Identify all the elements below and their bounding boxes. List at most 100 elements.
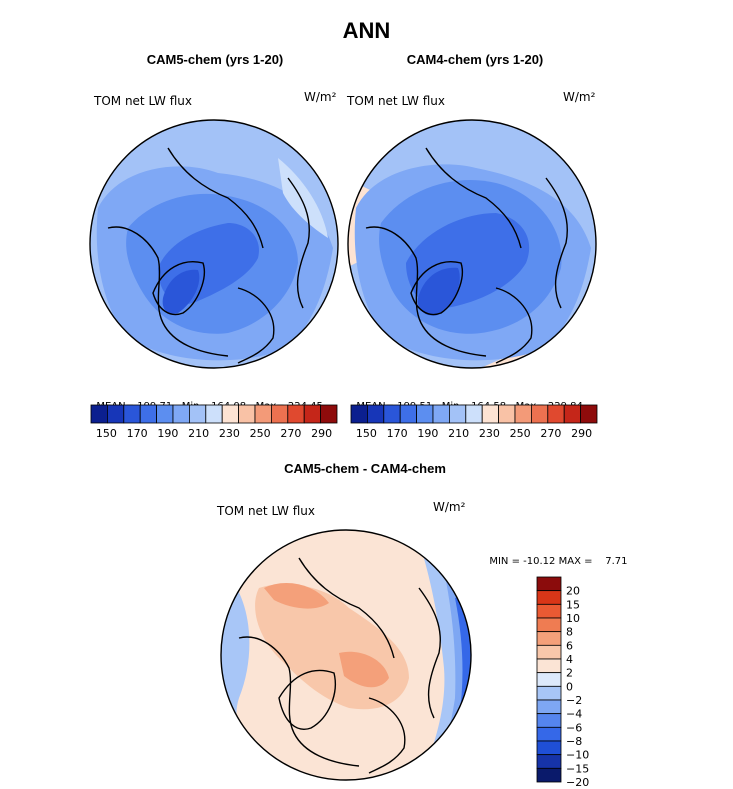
colorbar-tick-label: 170 bbox=[387, 427, 408, 440]
coastline-3 bbox=[495, 287, 533, 364]
coastline-3 bbox=[237, 287, 275, 364]
greenland-coastline bbox=[152, 261, 205, 316]
colorbar-swatch bbox=[536, 590, 562, 605]
panel-title-cam5: CAM5-chem (yrs 1-20) bbox=[146, 52, 284, 67]
min-label: MIN = bbox=[489, 556, 520, 567]
coastline-4 bbox=[418, 587, 441, 719]
colorbar-swatch bbox=[238, 404, 256, 424]
colorbar-swatch bbox=[514, 404, 532, 424]
variable-label-cam5: TOM net LW flux bbox=[94, 94, 192, 108]
colorbar-tick-label: 210 bbox=[188, 427, 209, 440]
colorbar-swatch bbox=[287, 404, 305, 424]
colorbar-swatch bbox=[536, 631, 562, 646]
greenland-coastline bbox=[278, 669, 336, 730]
colorbar-tick-label: 190 bbox=[417, 427, 438, 440]
colorbar-tick-label: 250 bbox=[250, 427, 271, 440]
coastline-1 bbox=[425, 147, 522, 249]
field-contour-160 bbox=[162, 269, 200, 314]
colorbar-tick-label: −4 bbox=[566, 708, 582, 721]
colorbar-tick-label: 20 bbox=[566, 585, 580, 598]
colorbar-tick-label: 170 bbox=[127, 427, 148, 440]
colorbar-tick-label: 290 bbox=[571, 427, 592, 440]
colorbar-swatch bbox=[536, 685, 562, 701]
colorbar-swatch bbox=[536, 658, 562, 674]
colorbar-swatch bbox=[189, 404, 207, 424]
colorbar-tick-label: −15 bbox=[566, 762, 589, 775]
coastline-1 bbox=[298, 557, 395, 659]
max-label: MAX = bbox=[558, 556, 593, 567]
colorbar-swatch bbox=[205, 404, 223, 424]
coastline-2 bbox=[238, 636, 360, 767]
colorbar-tick-label: 15 bbox=[566, 598, 580, 611]
colorbar-tick-label: −6 bbox=[566, 721, 582, 734]
colorbar-tick-label: 270 bbox=[540, 427, 561, 440]
stats-diff: MIN = -10.12 MAX = 7.71 bbox=[483, 545, 627, 567]
colorbar-tick-label: −8 bbox=[566, 735, 582, 748]
colorbar-tick-label: −10 bbox=[566, 749, 589, 762]
coastline-4 bbox=[545, 177, 568, 309]
colorbar-tick-label: 2 bbox=[566, 667, 573, 680]
colorbar-swatch bbox=[303, 404, 321, 424]
colorbar-swatch bbox=[536, 576, 562, 592]
variable-label-diff: TOM net LW flux bbox=[217, 504, 315, 518]
colorbar-swatch bbox=[270, 404, 289, 424]
colorbar-swatch bbox=[580, 404, 598, 424]
colorbar-swatch bbox=[481, 404, 499, 424]
colorbar-swatch bbox=[536, 767, 562, 783]
colorbar-swatch bbox=[536, 699, 562, 715]
coastline-3 bbox=[368, 697, 406, 774]
colorbar-swatch bbox=[536, 617, 562, 633]
panel-title-diff: CAM5-chem - CAM4-chem bbox=[284, 461, 446, 476]
colorbar-tick-label: 290 bbox=[311, 427, 332, 440]
colorbar-swatch bbox=[530, 404, 549, 424]
map-boundary bbox=[347, 119, 597, 369]
coastline-2 bbox=[107, 226, 229, 357]
colorbar-tick-label: 210 bbox=[448, 427, 469, 440]
colorbar-swatch bbox=[123, 404, 141, 424]
map-boundary bbox=[220, 529, 472, 781]
coastline-4 bbox=[287, 177, 310, 309]
colorbar-swatch bbox=[536, 672, 562, 687]
min-value: -10.12 bbox=[523, 556, 556, 567]
map-boundary bbox=[89, 119, 339, 369]
colorbar-tick-label: 230 bbox=[219, 427, 240, 440]
colorbar-swatch bbox=[536, 740, 562, 756]
colorbar-swatch bbox=[449, 404, 467, 424]
colorbar-swatch bbox=[106, 404, 125, 424]
coastline-1 bbox=[167, 147, 264, 249]
colorbar-cam4: 150 170 190 210 230 250 270 290 bbox=[350, 404, 598, 440]
colorbar-swatch bbox=[547, 404, 565, 424]
colorbar-tick-label: 150 bbox=[96, 427, 117, 440]
greenland-coastline bbox=[410, 261, 463, 316]
colorbar-tick-label: 4 bbox=[566, 653, 573, 666]
max-value: 7.71 bbox=[605, 556, 628, 567]
field-contour-160 bbox=[417, 267, 460, 316]
colorbar-tick-label: 6 bbox=[566, 639, 573, 652]
colorbar-tick-label: 230 bbox=[479, 427, 500, 440]
colorbar-swatch bbox=[221, 404, 239, 424]
units-label-cam5: W/m² bbox=[304, 90, 337, 104]
coastline-2 bbox=[365, 226, 487, 357]
polar-map-cam4 bbox=[347, 119, 597, 369]
colorbar-swatch bbox=[320, 404, 338, 424]
field-contour-210 bbox=[278, 158, 328, 238]
colorbar-swatch bbox=[498, 404, 516, 424]
colorbar-tick-label: −20 bbox=[566, 776, 589, 786]
field-contour-6-west bbox=[264, 583, 329, 609]
colorbar-swatch bbox=[254, 404, 272, 424]
units-label-diff: W/m² bbox=[433, 500, 466, 514]
colorbar-swatch bbox=[383, 404, 401, 424]
colorbar-swatch bbox=[536, 713, 562, 728]
colorbar-swatch bbox=[536, 603, 562, 619]
units-label-cam4: W/m² bbox=[563, 90, 596, 104]
colorbar-swatch bbox=[366, 404, 385, 424]
colorbar-swatch bbox=[416, 404, 434, 424]
colorbar-tick-label: 270 bbox=[280, 427, 301, 440]
colorbar-swatch bbox=[536, 754, 562, 769]
colorbar-swatch bbox=[156, 404, 174, 424]
colorbar-tick-label: −2 bbox=[566, 694, 582, 707]
colorbar-swatch bbox=[432, 404, 450, 424]
colorbar-swatch bbox=[139, 404, 158, 424]
colorbar-tick-label: 150 bbox=[356, 427, 377, 440]
